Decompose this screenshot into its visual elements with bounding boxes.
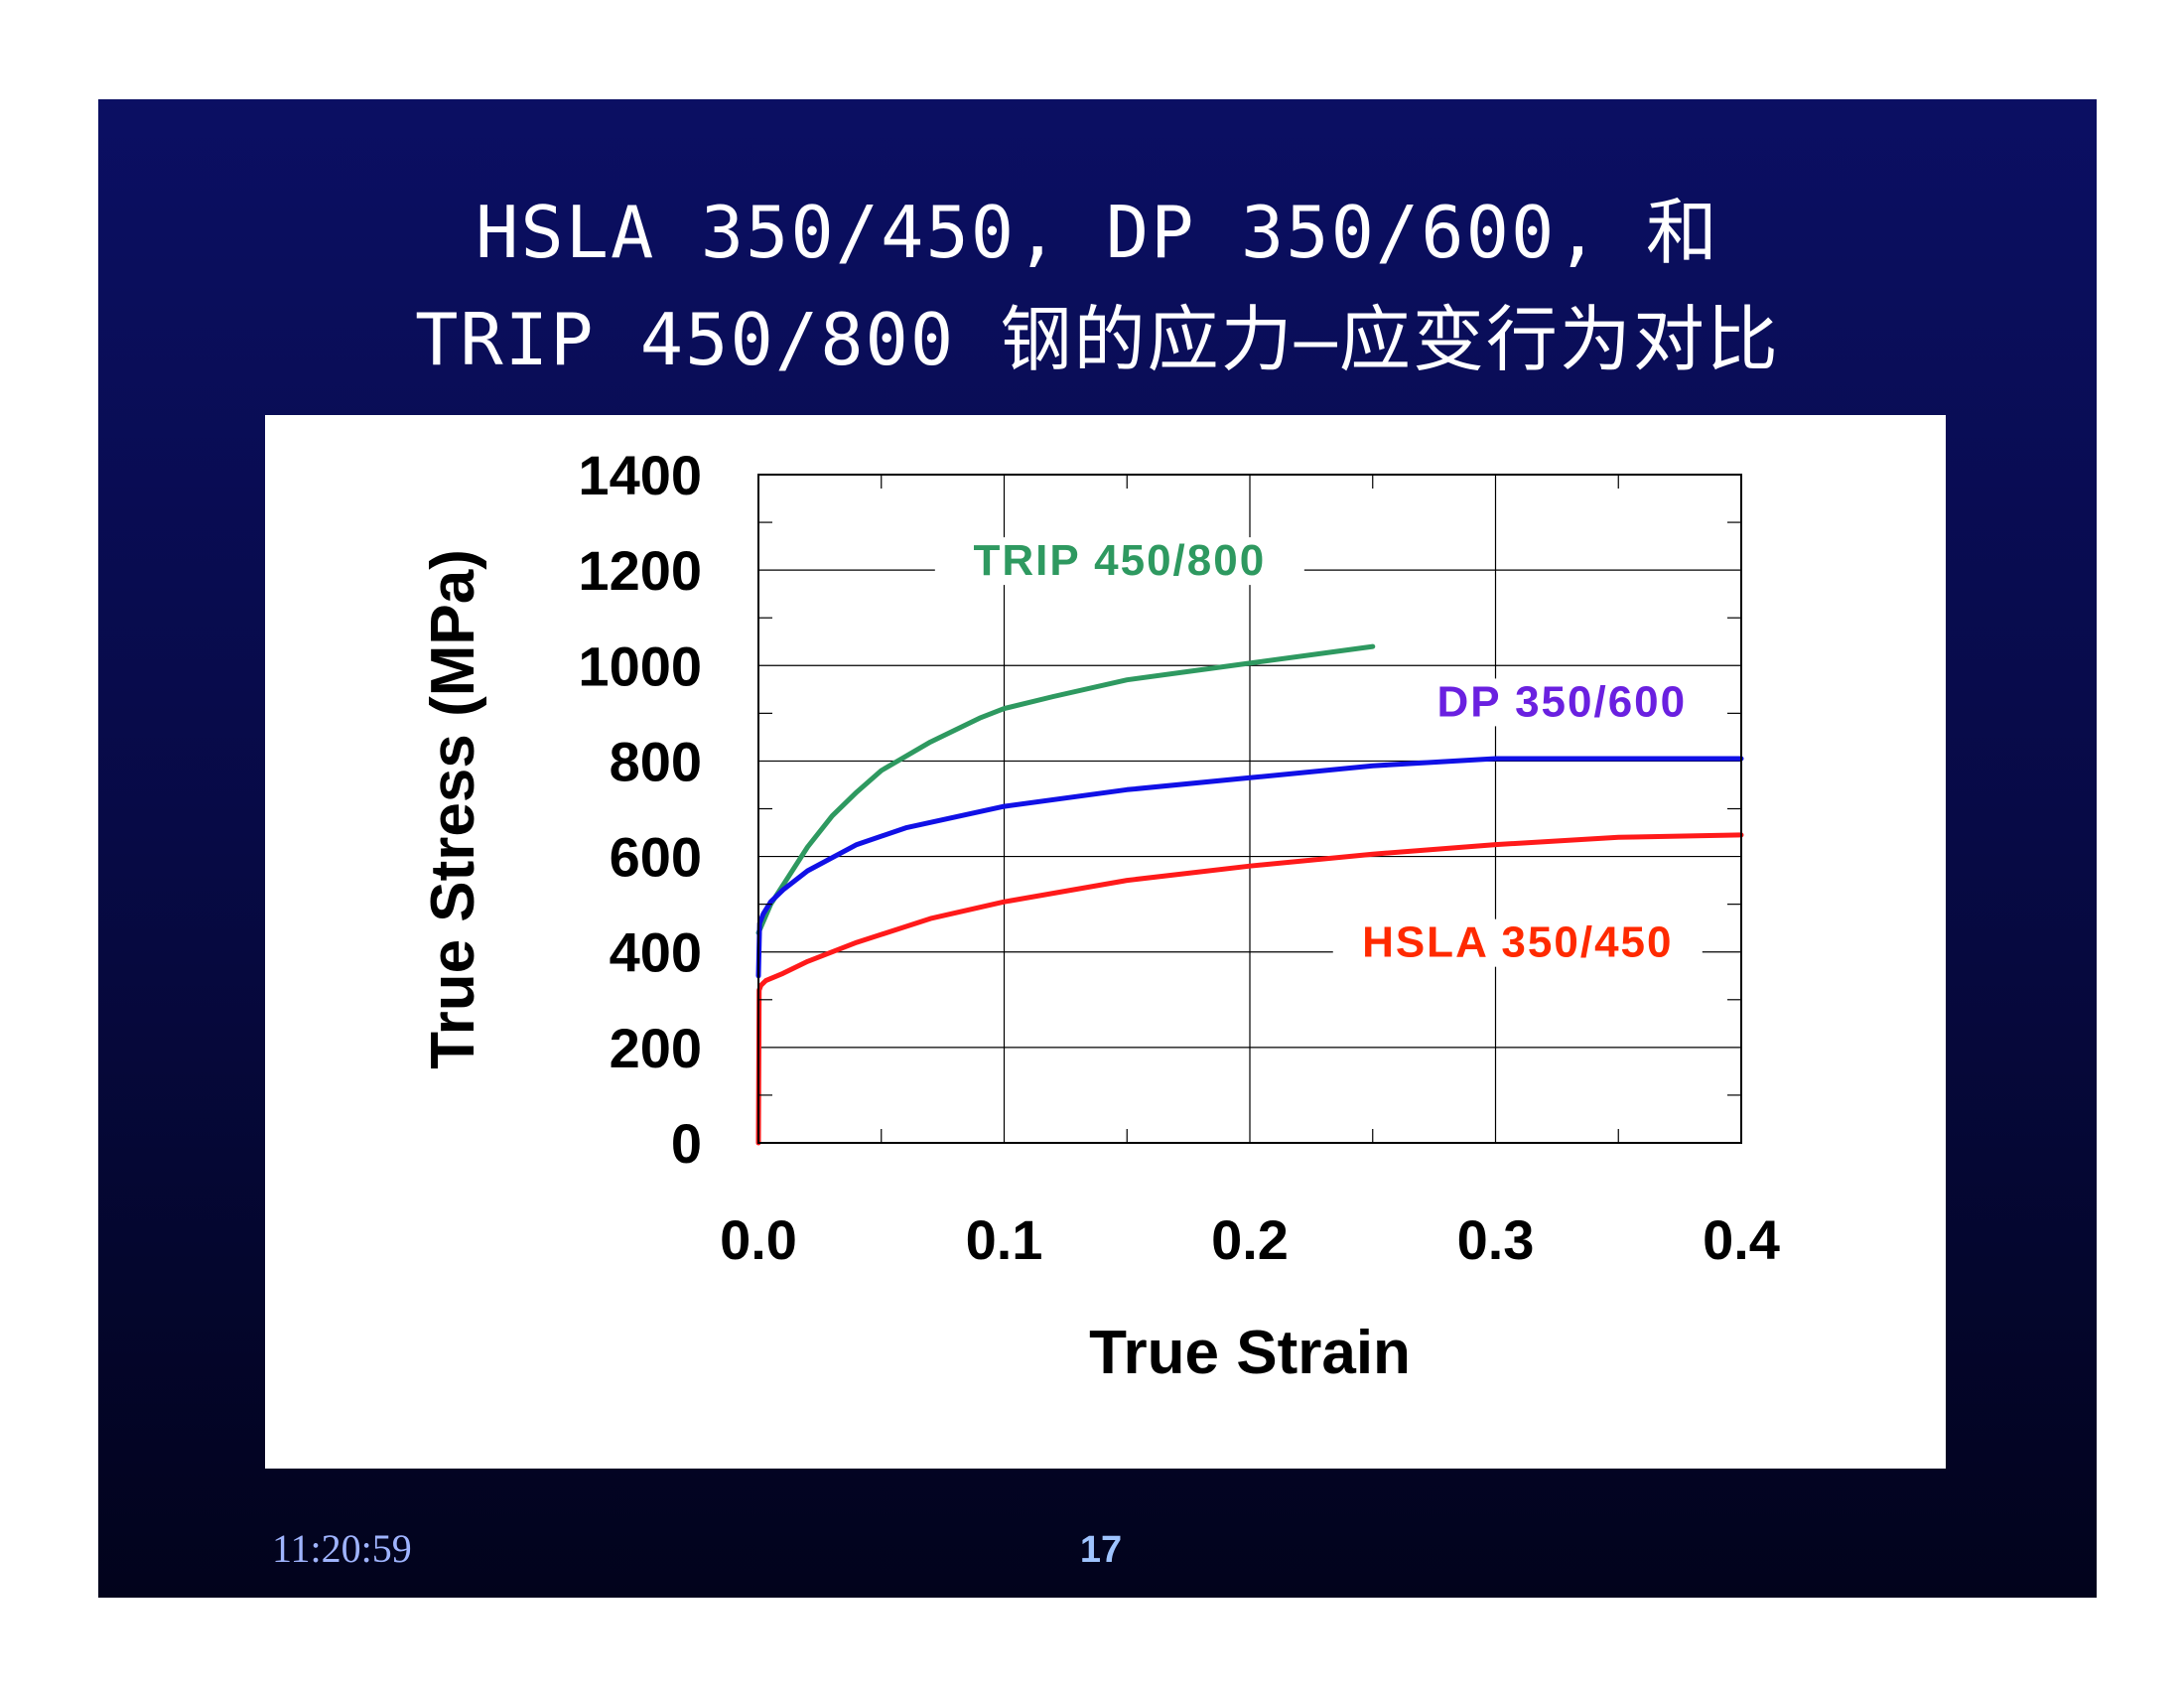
x-tick-label: 0.0	[720, 1208, 797, 1271]
y-tick-label: 200	[610, 1017, 702, 1079]
series-label: DP 350/600	[1437, 677, 1688, 726]
slide: HSLA 350/450, DP 350/600, 和 TRIP 450/800…	[98, 99, 2097, 1598]
x-tick-label: 0.2	[1211, 1208, 1289, 1271]
series-line	[755, 756, 1744, 979]
x-tick-label: 0.1	[966, 1208, 1043, 1271]
y-tick-label: 400	[610, 921, 702, 984]
x-tick-label: 0.4	[1703, 1208, 1780, 1271]
series-label-backdrop	[1406, 678, 1718, 727]
minor-ticks	[758, 475, 1741, 1143]
series-label-backdrop	[1332, 918, 1703, 967]
series-label-backdrop	[934, 537, 1304, 586]
series-label: TRIP 450/800	[973, 536, 1266, 585]
series-label: HSLA 350/450	[1362, 918, 1673, 967]
slide-timestamp: 11:20:59	[272, 1526, 412, 1571]
stress-strain-chart: TRIP 450/800 DP 350/600 HSLA 350/450 0 200 4…	[419, 444, 1780, 1387]
x-axis-title: True Strain	[1089, 1319, 1411, 1387]
series-lines: TRIP 450/800 DP 350/600 HSLA 350/450	[755, 536, 1744, 1146]
y-axis-title: True Stress (MPa)	[419, 549, 487, 1069]
y-tick-label: 800	[610, 730, 702, 792]
chart-panel: TRIP 450/800 DP 350/600 HSLA 350/450 0 200 4…	[265, 415, 1946, 1469]
y-tick-label: 1000	[578, 634, 702, 697]
tick-labels: 0 200 400 600 800 1000 1200 1400 0.0 0.1 0.2 0.3 0.4	[578, 444, 1780, 1271]
y-tick-label: 0	[671, 1112, 702, 1175]
y-tick-label: 600	[610, 826, 702, 889]
y-tick-label: 1400	[578, 444, 702, 506]
slide-title-line-2: TRIP 450/800 钢的应力—应变行为对比	[415, 298, 1780, 381]
slide-title-line-1: HSLA 350/450, DP 350/600, 和	[475, 191, 1720, 274]
y-tick-label: 1200	[578, 539, 702, 602]
x-tick-label: 0.3	[1457, 1208, 1535, 1271]
series-line	[755, 643, 1376, 935]
slide-page-number: 17	[1079, 1529, 1123, 1571]
series-line	[755, 832, 1744, 1146]
